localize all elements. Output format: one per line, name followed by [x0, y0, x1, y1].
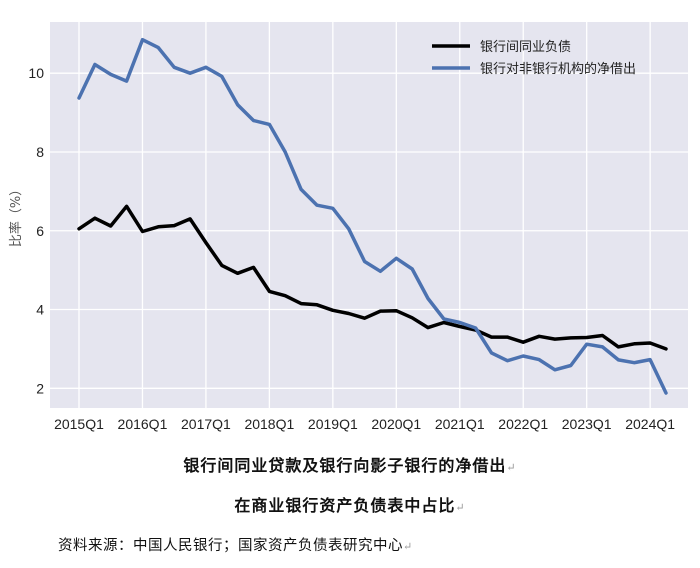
y-axis-label: 比率（%） [8, 183, 24, 247]
series-lines [77, 37, 668, 395]
series-line-1 [77, 204, 668, 351]
caption-line-1: 银行间同业贷款及银行向影子银行的净借出↵ [0, 452, 700, 476]
source-text: 资料来源：中国人民银行；国家资产负债表研究中心 [58, 538, 403, 554]
x-tick-label: 2020Q1 [371, 416, 421, 432]
y-tick-label: 4 [36, 302, 44, 318]
x-tick-label: 2021Q1 [435, 416, 485, 432]
y-tick-label: 10 [28, 65, 44, 81]
x-tick-label: 2018Q1 [244, 416, 294, 432]
caption-return-mark: ↵ [506, 461, 517, 474]
legend-label-2: 银行对非银行机构的净借出 [480, 61, 636, 77]
x-tick-label: 2024Q1 [625, 416, 675, 432]
x-tick-label: 2017Q1 [181, 416, 231, 432]
x-tick-label: 2023Q1 [562, 416, 612, 432]
y-tick-label: 2 [36, 380, 44, 396]
x-tick-label: 2016Q1 [118, 416, 168, 432]
x-tick-label: 2019Q1 [308, 416, 358, 432]
plot-background [50, 22, 688, 408]
y-axis-ticks: 2 4 6 8 10 [28, 65, 44, 396]
series-line-2 [77, 37, 668, 395]
source-note: 资料来源：中国人民银行；国家资产负债表研究中心↵ [58, 534, 413, 555]
legend-label-1: 银行间同业负债 [480, 40, 571, 55]
caption-return-mark-2: ↵ [455, 501, 466, 514]
y-tick-label: 8 [36, 144, 44, 160]
x-tick-label: 2015Q1 [54, 416, 104, 432]
x-tick-label: 2022Q1 [498, 416, 548, 432]
caption-line-2: 在商业银行资产负债表中占比↵ [0, 492, 700, 516]
caption-subtitle: 在商业银行资产负债表中占比 [234, 496, 456, 515]
source-return-mark: ↵ [403, 540, 413, 553]
caption-title: 银行间同业贷款及银行向影子银行的净借出 [183, 456, 507, 475]
y-tick-label: 6 [36, 223, 44, 239]
x-axis-ticks: 2015Q1 2016Q1 2017Q1 2018Q1 2019Q1 2020Q1 2021… [54, 416, 675, 432]
